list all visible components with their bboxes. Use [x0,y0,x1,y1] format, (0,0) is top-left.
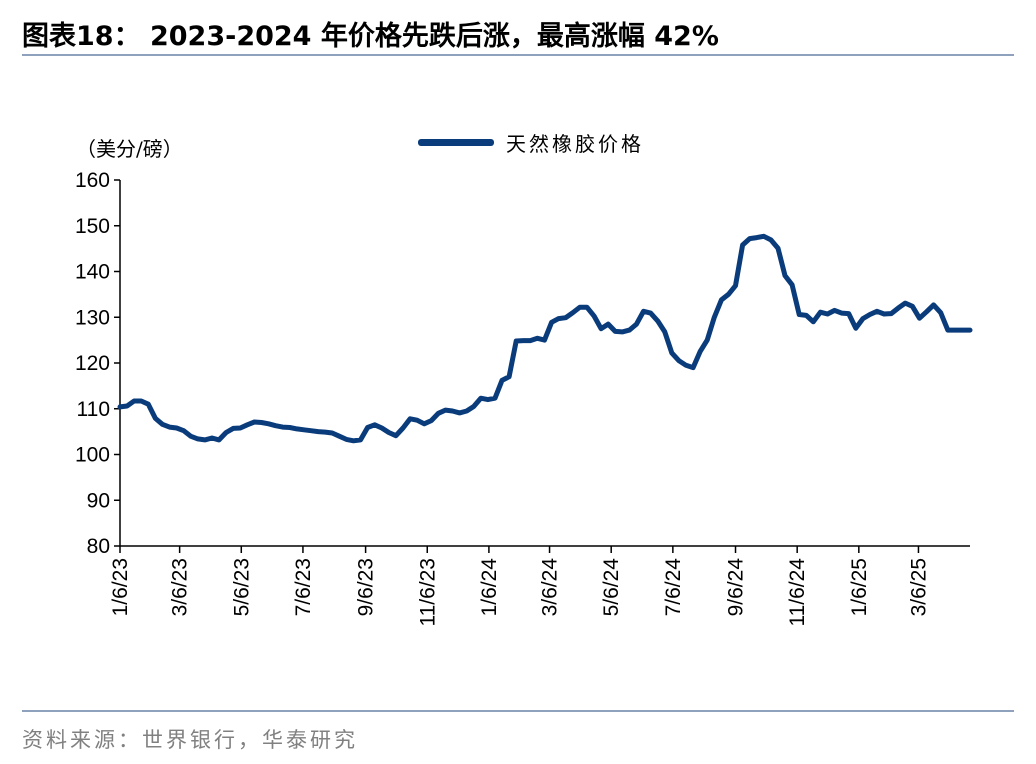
x-tick-label: 9/6/23 [355,558,378,616]
line-chart: 80 90 100 110 120 130 140 150 160 1/6/23 3/6/23 5/6… [75,169,973,627]
chart-axes: 80 90 100 110 120 130 140 150 160 1/6/23 3/6/23 5/6… [75,169,970,627]
x-tick-label: 3/6/23 [169,558,192,616]
y-tick-label: 140 [75,261,110,284]
x-tick-label: 1/6/23 [109,558,132,616]
x-tick-label: 7/6/24 [662,558,685,617]
chart-legend: 天然橡胶价格 [418,128,644,156]
y-tick-label: 100 [75,444,110,467]
x-tick-label: 7/6/23 [292,558,315,616]
x-tick-label: 9/6/24 [725,558,748,617]
source-note: 资料来源：世界银行，华泰研究 [22,728,358,752]
x-tick-label: 3/6/25 [907,558,930,616]
x-tick-label: 5/6/23 [230,558,253,616]
y-tick-label: 80 [87,535,110,558]
y-tick-label: 110 [77,398,110,421]
x-tick-label: 11/6/23 [416,558,439,627]
y-tick-label: 130 [75,306,110,329]
footer-divider [22,710,1014,712]
title-divider [22,54,1014,56]
legend-swatch [418,138,494,146]
x-tick-label: 1/6/25 [848,558,871,616]
x-tick-label: 1/6/24 [478,558,501,617]
x-tick-label: 3/6/24 [539,558,562,617]
series-line-0 [117,233,973,444]
y-tick-label: 90 [87,489,110,512]
y-tick-label: 160 [75,169,110,192]
chart-title: 图表18： 2023-2024 年价格先跌后涨，最高涨幅 42% [22,21,719,52]
legend-label: 天然橡胶价格 [506,131,644,156]
x-tick-label: 11/6/24 [786,558,809,627]
series-layer [117,233,973,444]
x-tick-label: 5/6/24 [600,558,623,617]
y-tick-label: 120 [75,352,110,375]
y-axis-unit-label: （美分/磅） [76,137,183,161]
y-tick-label: 150 [75,215,110,238]
